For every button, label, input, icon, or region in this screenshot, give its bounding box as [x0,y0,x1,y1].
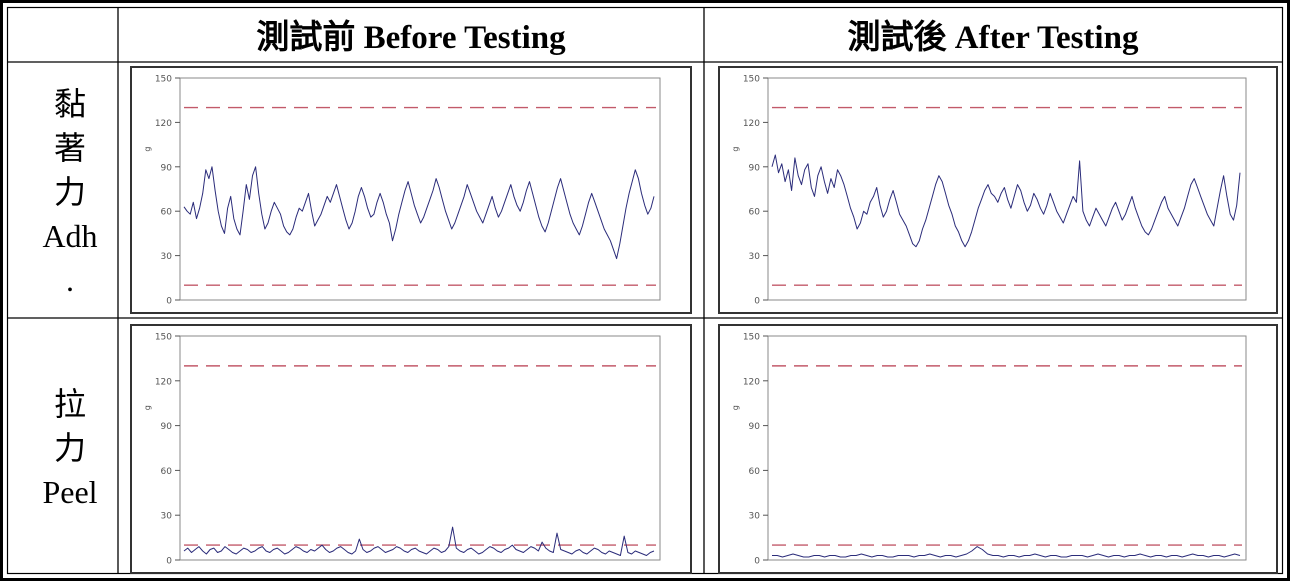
y-tick-label: 120 [155,119,172,129]
series-line [771,154,1241,248]
column-header-after: 測試後 After Testing [847,20,1139,56]
y-tick-label: 60 [749,208,761,218]
y-tick-label: 150 [155,333,172,343]
chart-frame [130,324,692,574]
chart-frame [718,66,1278,314]
chart-svg: 0 30 60 90 120 150 g [130,324,692,574]
row-label-line: 著 [53,130,86,166]
y-tick-label: 60 [749,467,761,477]
plot-area [767,335,1247,561]
y-tick-label: 150 [155,75,172,85]
plot-area [179,335,661,561]
y-axis-label: g [731,405,740,410]
series-line [183,166,655,260]
chart-adhesion-before: 0 30 60 90 120 150 g [130,66,692,314]
chart-peel-after: 0 30 60 90 120 150 g [718,324,1278,574]
y-tick-label: 60 [161,208,173,218]
row-label-line: 黏 [53,86,86,122]
row-label-peel: 拉 力 Peel [30,382,110,514]
row-label-adhesion: 黏 著 力 Adh . [30,82,110,302]
y-tick-label: 60 [161,467,173,477]
y-axis-label: g [143,147,152,152]
y-axis-label: g [143,405,152,410]
y-tick-label: 120 [155,377,172,387]
chart-frame [718,324,1278,574]
row-label-line: 力 [53,174,86,210]
y-tick-label: 0 [754,557,760,567]
y-tick-label: 30 [749,512,761,522]
row-label-line: Adh [42,218,98,254]
y-tick-label: 90 [749,422,761,432]
chart-svg: 0 30 60 90 120 150 g [718,324,1278,574]
y-tick-label: 150 [743,333,760,343]
y-tick-label: 30 [161,512,173,522]
chart-adhesion-after: 0 30 60 90 120 150 g [718,66,1278,314]
series-line [183,526,655,556]
chart-svg: 0 30 60 90 120 150 g [718,66,1278,314]
chart-peel-before: 0 30 60 90 120 150 g [130,324,692,574]
row-label-line: Peel [42,474,98,510]
row-label-line: 力 [53,430,86,466]
row-label-line: . [66,262,74,298]
y-tick-label: 120 [743,377,760,387]
row-label-line: 拉 [53,386,86,422]
plot-area [179,77,661,301]
plot-area [767,77,1247,301]
y-tick-label: 30 [161,252,173,262]
y-tick-label: 150 [743,75,760,85]
chart-svg: 0 30 60 90 120 150 g [130,66,692,314]
y-tick-label: 0 [166,297,172,307]
y-tick-label: 0 [754,297,760,307]
series-line [772,546,1241,558]
y-tick-label: 120 [743,119,760,129]
column-header-before: 測試前 Before Testing [256,20,566,56]
y-tick-label: 0 [166,557,172,567]
y-axis-label: g [731,147,740,152]
y-tick-label: 90 [161,422,173,432]
y-tick-label: 30 [749,252,761,262]
y-tick-label: 90 [749,163,761,173]
y-tick-label: 90 [161,163,173,173]
